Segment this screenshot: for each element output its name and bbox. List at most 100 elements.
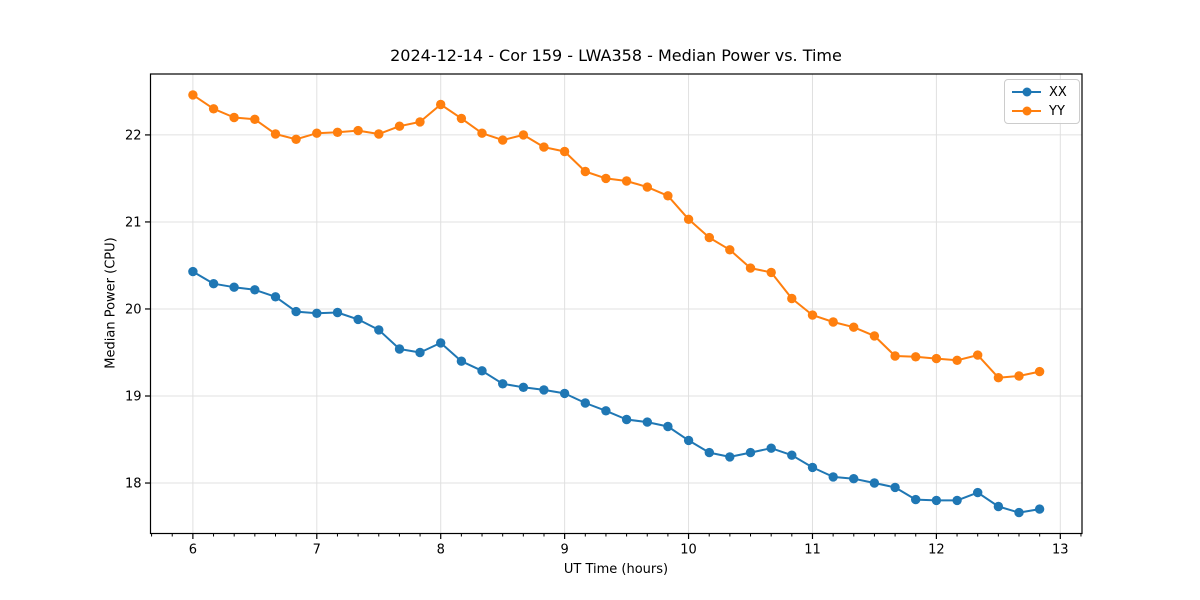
- data-point-xx: [229, 282, 239, 292]
- data-point-xx: [766, 443, 776, 453]
- data-point-yy: [766, 267, 776, 278]
- data-point-xx: [436, 338, 446, 348]
- data-point-xx: [456, 356, 467, 366]
- data-point-xx: [270, 292, 281, 302]
- x-axis-label: UT Time (hours): [563, 562, 669, 577]
- data-point-xx: [1014, 507, 1024, 518]
- data-point-yy: [621, 176, 632, 186]
- data-point-xx: [849, 474, 859, 484]
- data-point-yy: [807, 310, 818, 320]
- data-point-yy: [436, 99, 446, 110]
- data-point-yy: [704, 232, 714, 243]
- y-axis-label: Median Power (CPU): [103, 237, 119, 369]
- data-point-yy: [353, 125, 363, 136]
- data-point-yy: [849, 322, 859, 332]
- data-point-yy: [498, 135, 508, 145]
- data-point-xx: [725, 452, 735, 462]
- data-point-yy: [374, 129, 384, 139]
- data-point-yy: [270, 129, 281, 139]
- data-point-xx: [869, 478, 880, 488]
- x-tick-label: 7: [313, 543, 321, 558]
- data-point-xx: [993, 501, 1004, 512]
- legend-label-xx: XX: [1049, 84, 1067, 100]
- data-point-xx: [477, 366, 487, 376]
- data-point-yy: [229, 112, 239, 123]
- legend-line-sample-xx: [1012, 87, 1041, 97]
- data-point-yy: [931, 353, 942, 364]
- data-point-yy: [312, 128, 322, 138]
- data-point-xx: [291, 306, 301, 317]
- data-point-xx: [518, 382, 529, 392]
- legend-marker-icon: [1022, 87, 1031, 97]
- data-point-xx: [704, 447, 714, 458]
- plot-border: [149, 73, 1083, 535]
- x-tick-label: 11: [804, 543, 821, 558]
- data-point-xx: [890, 482, 900, 493]
- data-point-yy: [539, 142, 549, 152]
- data-point-xx: [973, 487, 983, 498]
- data-point-yy: [683, 214, 694, 224]
- data-point-yy: [663, 191, 673, 201]
- data-point-xx: [601, 406, 611, 416]
- data-point-xx: [807, 462, 818, 473]
- data-point-yy: [890, 351, 900, 361]
- data-point-xx: [312, 308, 322, 318]
- x-tick-label: 8: [437, 543, 445, 558]
- data-point-yy: [973, 350, 983, 360]
- data-point-yy: [828, 317, 838, 327]
- x-tick-label: 6: [189, 543, 197, 558]
- data-point-xx: [188, 266, 198, 277]
- data-point-xx: [952, 495, 962, 506]
- data-point-yy: [394, 121, 405, 131]
- data-point-xx: [931, 495, 942, 506]
- data-point-yy: [291, 134, 301, 144]
- series-line-xx: [191, 270, 1041, 514]
- data-point-yy: [993, 373, 1004, 383]
- data-point-yy: [745, 263, 756, 273]
- y-tick-label: 19: [125, 389, 142, 404]
- data-point-yy: [787, 293, 797, 304]
- y-tick-label: 18: [125, 477, 142, 492]
- data-point-xx: [787, 450, 797, 460]
- data-point-yy: [332, 127, 343, 137]
- data-point-yy: [869, 331, 880, 341]
- data-point-yy: [415, 117, 425, 127]
- data-point-yy: [188, 90, 198, 100]
- data-point-yy: [1014, 371, 1024, 381]
- y-tick-label: 21: [125, 215, 142, 230]
- data-point-yy: [518, 130, 529, 140]
- legend-marker-icon: [1022, 106, 1031, 116]
- data-point-xx: [539, 385, 549, 395]
- data-point-yy: [725, 245, 735, 255]
- data-point-xx: [642, 417, 652, 427]
- data-point-yy: [208, 104, 219, 114]
- data-point-xx: [498, 379, 508, 389]
- data-point-yy: [456, 113, 467, 124]
- data-point-xx: [332, 307, 343, 318]
- data-point-xx: [621, 414, 632, 425]
- y-tick-label: 20: [125, 302, 142, 317]
- legend-line-sample-yy: [1012, 106, 1041, 116]
- data-point-yy: [477, 128, 487, 138]
- data-point-xx: [559, 388, 570, 399]
- series-line-yy: [191, 93, 1041, 379]
- data-point-xx: [374, 325, 384, 335]
- x-tick-label: 9: [560, 543, 568, 558]
- data-point-yy: [580, 166, 590, 177]
- data-point-xx: [828, 472, 838, 482]
- data-point-yy: [250, 114, 260, 125]
- data-point-xx: [250, 285, 260, 295]
- x-tick-label: 13: [1052, 543, 1069, 558]
- x-tick-label: 10: [680, 543, 697, 558]
- data-point-yy: [601, 173, 611, 184]
- legend-entry-yy: YY: [1012, 102, 1072, 120]
- legend-entry-xx: XX: [1012, 83, 1072, 101]
- x-tick-label: 12: [928, 543, 945, 558]
- data-point-yy: [559, 146, 570, 157]
- y-tick-label: 22: [125, 128, 142, 143]
- data-point-xx: [745, 447, 756, 458]
- data-point-xx: [663, 421, 673, 432]
- data-point-xx: [580, 398, 590, 408]
